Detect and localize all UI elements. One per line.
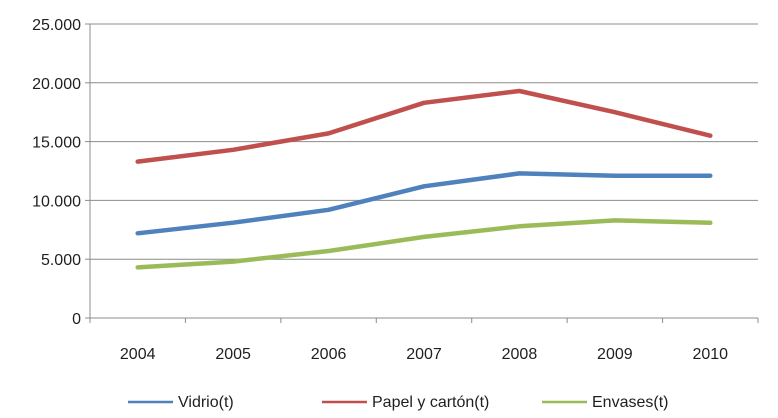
legend-label: Envases(t) [592,394,668,411]
y-tick-label: 15.000 [32,135,81,152]
series-line-1 [135,171,713,236]
series-line-2 [135,88,713,164]
legend-label: Vidrio(t) [178,394,234,411]
y-tick-label: 10.000 [32,193,81,210]
x-tick-label: 2008 [502,346,538,363]
series-lines [135,88,713,270]
series-line-3 [135,218,713,270]
x-tick-label: 2009 [597,346,633,363]
legend: Vidrio(t) Papel y cartón(t) Envases(t) [128,394,668,411]
x-tick-label: 2007 [406,346,442,363]
y-tick-label: 20.000 [32,76,81,93]
y-tick-label: 0 [72,311,81,328]
x-tick-label: 2005 [215,346,251,363]
x-tick-labels: 2004 2005 2006 2007 2008 2009 2010 [120,346,728,363]
legend-label: Papel y cartón(t) [372,394,489,411]
x-tick-label: 2006 [311,346,347,363]
y-tick-labels: 0 5.000 10.000 15.000 20.000 25.000 [32,17,81,328]
y-tick-label: 5.000 [41,252,81,269]
x-tick-label: 2004 [120,346,156,363]
gridlines [90,23,758,260]
axes [85,23,759,323]
y-tick-label: 25.000 [32,17,81,34]
x-tick-label: 2010 [692,346,728,363]
